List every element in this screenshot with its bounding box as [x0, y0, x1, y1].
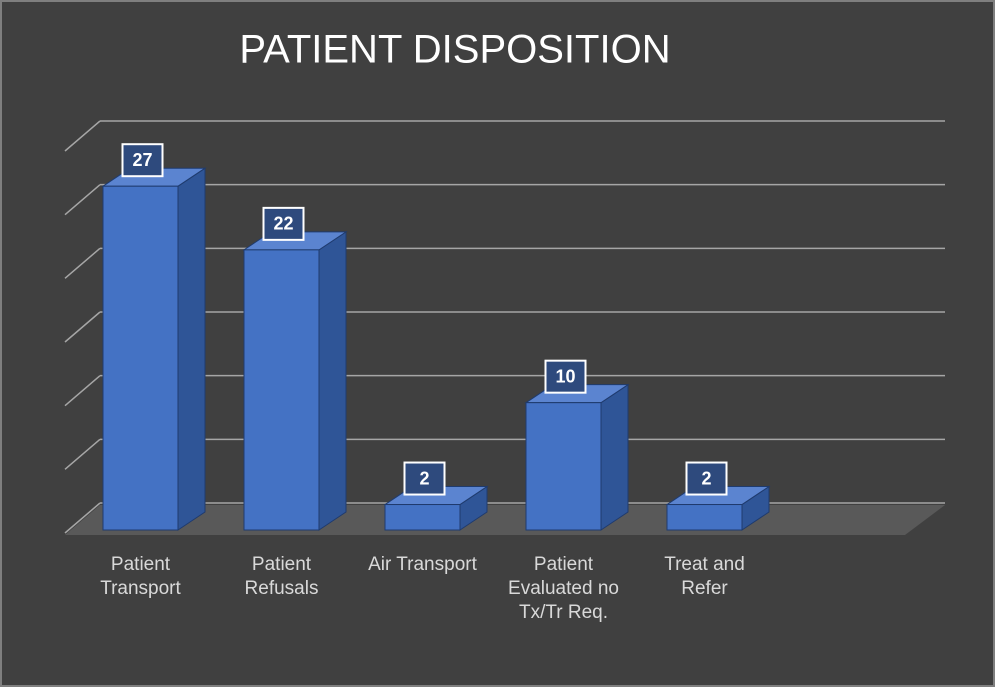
bar-side [600, 383, 629, 531]
bar [665, 485, 771, 531]
grid-line-depth [64, 184, 101, 216]
value-label: 10 [555, 366, 575, 386]
x-tick-label: Patient Refusals [244, 554, 319, 599]
value-label-box [121, 143, 164, 178]
chart-title: PATIENT DISPOSITION [239, 28, 670, 72]
value-label: 27 [132, 150, 152, 170]
value-label-box [403, 461, 446, 496]
value-label-box [685, 461, 728, 496]
bar [101, 167, 207, 531]
bar-front [243, 249, 320, 531]
x-tick-label: Patient Transport [100, 554, 181, 599]
x-tick-label: Air Transport [368, 554, 477, 575]
value-label-box [544, 359, 587, 394]
value-label-box [262, 206, 305, 241]
bar [242, 230, 348, 531]
value-label: 2 [701, 468, 711, 488]
bar-front [384, 504, 461, 531]
value-label: 2 [419, 468, 429, 488]
grid-line-depth [64, 375, 101, 407]
x-tick-label: Patient Evaluated no Tx/Tr Req. [508, 554, 619, 623]
x-tick-label: Treat and Refer [664, 554, 745, 599]
grid-line-depth [64, 247, 101, 279]
value-label: 22 [273, 214, 293, 234]
bar [524, 383, 630, 531]
bar-front [102, 185, 179, 531]
bar-front [525, 402, 602, 531]
grid-line-depth [64, 438, 101, 470]
grid-line-depth [64, 502, 101, 534]
bar-side [318, 230, 347, 531]
grid-line-depth [64, 311, 101, 343]
bar-side [177, 167, 206, 531]
grid-line-depth [64, 120, 101, 152]
bar-front [666, 504, 743, 531]
